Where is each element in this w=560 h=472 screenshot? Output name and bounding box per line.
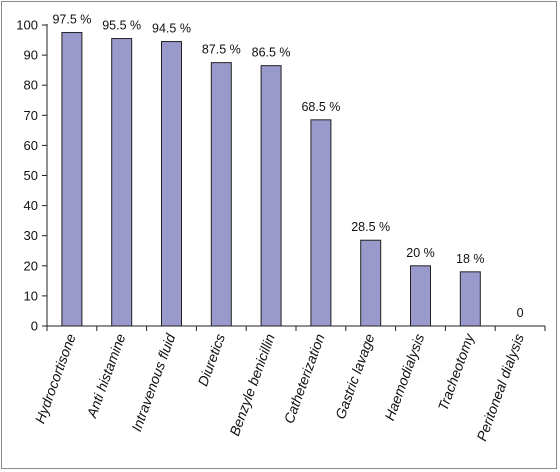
data-labels: 97.5 % 95.5 % 94.5 % 87.5 % 86.5 % 68.5 % 28.5… (52, 13, 523, 320)
bar (260, 65, 282, 327)
bar (61, 32, 83, 327)
y-tick-label: 60 (24, 138, 38, 153)
y-tick-label: 90 (24, 48, 38, 63)
y-tick-label: 20 (24, 258, 38, 273)
category-label: Catheterization (280, 331, 327, 425)
y-tick-label: 70 (24, 108, 38, 123)
y-tick-label: 10 (24, 288, 38, 303)
category-label: Benzyle benicillin (226, 331, 278, 438)
data-label: 68.5 % (301, 100, 340, 114)
y-tick-label: 100 (16, 18, 38, 33)
data-label: 18 % (456, 252, 485, 266)
data-label: 97.5 % (52, 13, 91, 27)
data-label: 0 (517, 306, 524, 320)
category-label: Intravenous fluid (128, 330, 179, 433)
bar (161, 41, 182, 327)
category-label: Anti histamine (83, 331, 129, 420)
category-label: Hydrocortisone (31, 331, 78, 425)
bar (410, 265, 431, 327)
y-tick-label: 40 (24, 198, 38, 213)
y-tick-label: 80 (24, 78, 38, 93)
data-label: 20 % (406, 246, 435, 260)
category-labels: Hydrocortisone Anti histamine Intravenous … (31, 330, 526, 443)
data-label: 86.5 % (252, 46, 291, 60)
y-tick-label: 50 (24, 168, 38, 183)
bars (61, 32, 481, 327)
category-label: Gastric lavage (332, 331, 378, 421)
y-tick-label: 0 (31, 319, 38, 334)
y-axis-ticks: 0 10 20 30 40 50 60 70 80 90 100 (16, 18, 47, 334)
category-label: Tracheotomy (434, 331, 477, 413)
bar (111, 38, 133, 327)
data-label: 94.5 % (152, 22, 191, 36)
bar (459, 271, 481, 327)
category-label: Diuretics (194, 332, 228, 389)
category-label: Haemodialysis (381, 332, 427, 423)
bar (310, 119, 332, 327)
bar (360, 239, 382, 327)
data-label: 28.5 % (351, 220, 390, 234)
data-label: 87.5 % (202, 43, 241, 57)
data-label: 95.5 % (102, 19, 141, 33)
bar (210, 62, 232, 327)
category-label: Peritoneal dialysis (473, 332, 527, 444)
y-tick-label: 30 (24, 228, 38, 243)
